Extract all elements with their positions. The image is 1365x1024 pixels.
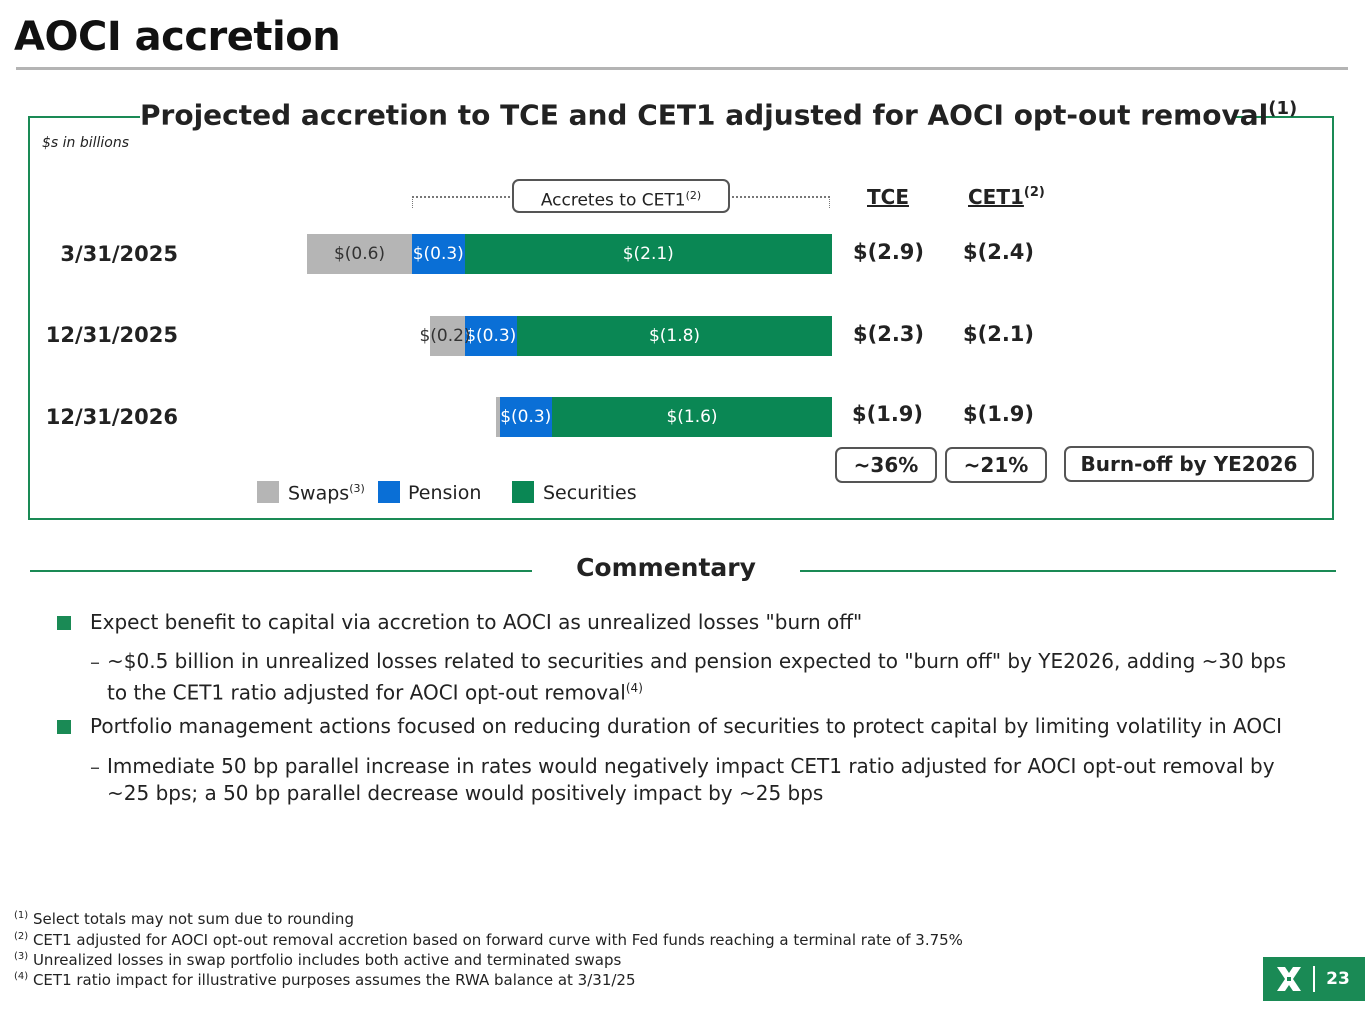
category-label-2026ye: 12/31/2026 xyxy=(45,405,178,429)
bar-pension xyxy=(412,234,465,274)
tce-value: $(2.9) xyxy=(853,240,925,264)
bar-securities xyxy=(517,316,832,356)
bullet-square-icon xyxy=(57,720,71,734)
bar-pension xyxy=(499,397,552,437)
chart-title-text: Projected accretion to TCE and CET1 adju… xyxy=(140,98,1269,132)
bar-label-pension: $(0.3) xyxy=(465,326,517,346)
sub-bullet-dash: – xyxy=(90,755,100,779)
tce-value: $(1.9) xyxy=(852,402,924,426)
commentary-sub-bullet: ~$0.5 billion in unrealized losses relat… xyxy=(107,649,1287,673)
cet1-value: $(1.9) xyxy=(963,402,1035,426)
title-divider xyxy=(16,67,1348,70)
tce-header: TCE xyxy=(867,185,909,209)
footnote-mark: (2) xyxy=(14,931,29,942)
footnote-mark: (3) xyxy=(14,951,29,962)
bar-securities xyxy=(552,397,832,437)
footnote-mark: (1) xyxy=(14,910,29,921)
cet1-value: $(2.4) xyxy=(963,240,1035,264)
legend-swatch-pension xyxy=(378,481,400,503)
burn-off-pill: Burn-off by YE2026 xyxy=(1064,446,1314,482)
footnote-mark: (4) xyxy=(14,971,29,982)
accretes-footnote: (2) xyxy=(685,189,702,202)
sub-bullet-dash: – xyxy=(90,650,100,674)
footer-separator xyxy=(1313,966,1315,992)
bar-swaps xyxy=(307,234,412,274)
legend-swaps-text: Swaps xyxy=(288,482,350,505)
legend-label-securities: Securities xyxy=(543,482,637,504)
footnote: (2) CET1 adjusted for AOCI opt-out remov… xyxy=(14,931,963,949)
legend-label-pension: Pension xyxy=(408,482,482,504)
bar-swaps xyxy=(496,397,500,437)
bar-label-securities: $(1.6) xyxy=(666,407,718,427)
accretes-label: Accretes to CET1(2) xyxy=(512,179,730,213)
footnote-text: Unrealized losses in swap portfolio incl… xyxy=(32,951,622,969)
commentary-sub-bullet-cont: to the CET1 ratio adjusted for AOCI opt-… xyxy=(107,675,643,707)
bullet-square-icon xyxy=(57,616,71,630)
cet1-value: $(2.1) xyxy=(963,322,1035,346)
footnote: (4) CET1 ratio impact for illustrative p… xyxy=(14,971,636,989)
bar-label-swaps: $(0.2) xyxy=(419,326,471,346)
bar-swaps xyxy=(429,316,465,356)
legend-swatch-swaps xyxy=(257,481,279,503)
commentary-rule-left xyxy=(30,570,532,572)
accretes-label-text: Accretes to CET1 xyxy=(540,190,686,211)
footnote-text: Select totals may not sum due to roundin… xyxy=(32,910,354,928)
bar-label-swaps: $(0.6) xyxy=(333,244,386,264)
commentary-rule-right xyxy=(800,570,1336,572)
legend-label-swaps: Swaps(3) xyxy=(288,482,365,504)
footnote-text: CET1 adjusted for AOCI opt-out removal a… xyxy=(32,931,963,949)
bar-label-securities: $(1.8) xyxy=(648,326,701,346)
footnote: (1) Select totals may not sum due to rou… xyxy=(14,910,354,928)
bar-label-pension: $(0.3) xyxy=(412,244,464,264)
bar-label-securities: $(2.1) xyxy=(622,244,674,264)
tce-change-pill: ~36% xyxy=(835,447,937,483)
footnote-text: CET1 ratio impact for illustrative purpo… xyxy=(32,971,636,989)
sub-bullet-text: to the CET1 ratio adjusted for AOCI opt-… xyxy=(107,680,626,705)
footnote: (3) Unrealized losses in swap portfolio … xyxy=(14,951,621,969)
bar-securities xyxy=(464,234,832,274)
chart-title: Projected accretion to TCE and CET1 adju… xyxy=(140,98,1297,132)
commentary-sub-bullet: Immediate 50 bp parallel increase in rat… xyxy=(107,754,1275,778)
category-label-2025q1: 3/31/2025 xyxy=(60,242,178,266)
cet1-header: CET1(2) xyxy=(968,185,1045,209)
tce-value: $(2.3) xyxy=(853,322,925,346)
bar-label-pension: $(0.3) xyxy=(500,407,552,427)
units-note: $s in billions xyxy=(42,135,130,151)
company-logo-icon xyxy=(1277,967,1301,991)
commentary-sub-bullet-cont: ~25 bps; a 50 bp parallel decrease would… xyxy=(107,781,824,805)
category-label-2025ye: 12/31/2025 xyxy=(45,323,178,347)
page-title: AOCI accretion xyxy=(14,14,341,60)
cet1-header-footnote: (2) xyxy=(1023,185,1045,201)
legend-swatch-securities xyxy=(512,481,534,503)
cet1-header-text: CET1 xyxy=(968,185,1024,209)
sub-bullet-footnote: (4) xyxy=(625,681,643,695)
commentary-title: Commentary xyxy=(576,553,756,582)
cet1-change-pill: ~21% xyxy=(945,447,1047,483)
bar-pension xyxy=(464,316,517,356)
commentary-bullet: Expect benefit to capital via accretion … xyxy=(90,610,863,634)
legend-swaps-footnote: (3) xyxy=(349,482,365,495)
footer-brand-block xyxy=(1263,957,1365,1001)
commentary-bullet: Portfolio management actions focused on … xyxy=(90,714,1282,738)
page-number: 23 xyxy=(1326,969,1350,989)
chart-title-footnote: (1) xyxy=(1268,98,1298,119)
